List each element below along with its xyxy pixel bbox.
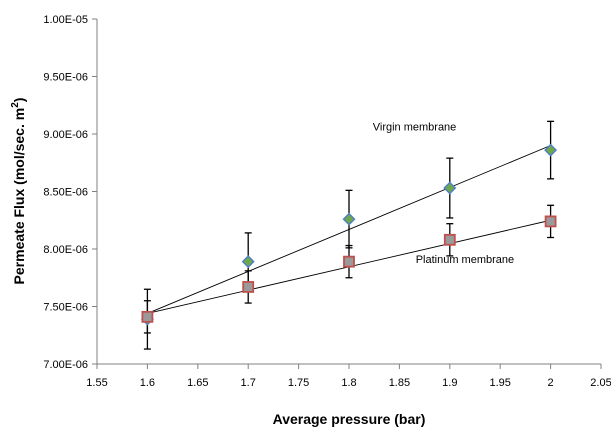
x-tick-label: 1.6 — [140, 377, 155, 389]
x-tick-label: 1.95 — [489, 377, 510, 389]
y-tick-label: 9.50E-06 — [43, 72, 88, 84]
x-tick-label: 1.55 — [86, 377, 107, 389]
virgin-membrane-label: Virgin membrane — [373, 122, 457, 134]
platinum-membrane-label: Platinum membrane — [416, 254, 514, 266]
x-tick-label: 1.85 — [389, 377, 410, 389]
platinum-membrane-point — [343, 255, 355, 268]
x-tick-label: 1.65 — [187, 377, 208, 389]
y-tick-label: 8.50E-06 — [43, 187, 88, 199]
platinum-membrane-point — [141, 310, 154, 323]
y-tick-label: 7.50E-06 — [43, 302, 88, 314]
virgin-membrane-point — [544, 143, 558, 157]
y-axis-title-sup: 2 — [10, 102, 21, 108]
y-tick-label: 9.00E-06 — [43, 129, 88, 141]
x-tick-label: 1.7 — [241, 377, 256, 389]
y-axis-title-close: ) — [11, 98, 27, 103]
y-axis-title-main: Permeate Flux (mol/sec. m — [11, 108, 27, 285]
platinum-membrane-point — [242, 281, 255, 293]
error-bars — [143, 120, 555, 350]
y-axis-title: Permeate Flux (mol/sec. m2) — [10, 98, 27, 285]
virgin-membrane-point — [342, 212, 356, 226]
x-tick-label: 2 — [548, 377, 554, 389]
virgin-membrane-point — [443, 181, 457, 195]
x-axis-title: Average pressure (bar) — [273, 411, 426, 427]
y-tick-label: 7.00E-06 — [43, 359, 88, 371]
x-ticks: 1.55 1.6 1.65 1.7 1.75 1.8 1.85 1.9 1.95 2 2.05 — [86, 364, 611, 389]
x-tick-label: 1.75 — [288, 377, 309, 389]
markers — [140, 143, 558, 326]
y-ticks: 7.00E-06 7.50E-06 8.00E-06 8.50E-06 9.00E-06… — [43, 14, 97, 371]
platinum-membrane-point — [443, 233, 456, 246]
y-tick-label: 1.00E-05 — [43, 14, 88, 26]
x-tick-label: 1.8 — [341, 377, 356, 389]
x-tick-label: 1.9 — [442, 377, 457, 389]
x-tick-label: 2.05 — [590, 377, 611, 389]
y-tick-label: 8.00E-06 — [43, 244, 88, 256]
annotations: Virgin membrane Platinum membrane — [373, 122, 514, 266]
platinum-membrane-point — [544, 215, 557, 228]
virgin-membrane-point — [241, 255, 255, 269]
